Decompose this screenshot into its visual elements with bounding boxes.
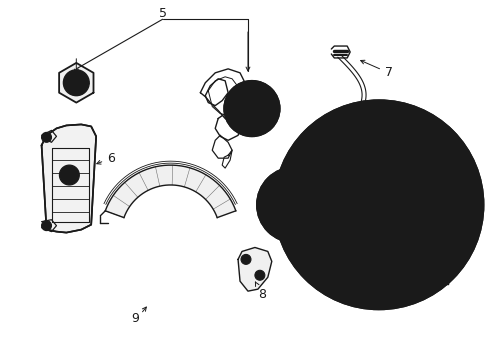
Polygon shape: [238, 247, 271, 291]
Circle shape: [41, 221, 51, 231]
Circle shape: [256, 167, 332, 243]
Text: 6: 6: [97, 152, 115, 165]
Circle shape: [427, 271, 433, 277]
Circle shape: [394, 168, 406, 180]
Circle shape: [63, 70, 89, 96]
Circle shape: [60, 165, 79, 185]
Circle shape: [224, 81, 279, 136]
Circle shape: [254, 270, 264, 280]
Polygon shape: [105, 165, 235, 217]
Circle shape: [369, 196, 387, 214]
Polygon shape: [41, 125, 96, 233]
Text: 8: 8: [255, 282, 265, 301]
Circle shape: [241, 255, 250, 264]
Text: 4: 4: [286, 237, 301, 254]
Circle shape: [336, 211, 348, 222]
Text: 3: 3: [386, 142, 402, 162]
Circle shape: [423, 267, 437, 281]
Text: 7: 7: [360, 60, 392, 79]
Polygon shape: [59, 63, 93, 103]
Text: 2: 2: [426, 245, 434, 258]
Circle shape: [408, 211, 420, 222]
Circle shape: [321, 147, 436, 262]
Text: 5: 5: [158, 7, 166, 20]
Circle shape: [274, 100, 482, 309]
Circle shape: [350, 168, 362, 180]
Circle shape: [325, 155, 342, 171]
Text: 9: 9: [131, 312, 139, 325]
Text: 1: 1: [441, 245, 448, 258]
Circle shape: [41, 132, 51, 142]
Circle shape: [69, 76, 83, 90]
Circle shape: [372, 237, 384, 248]
